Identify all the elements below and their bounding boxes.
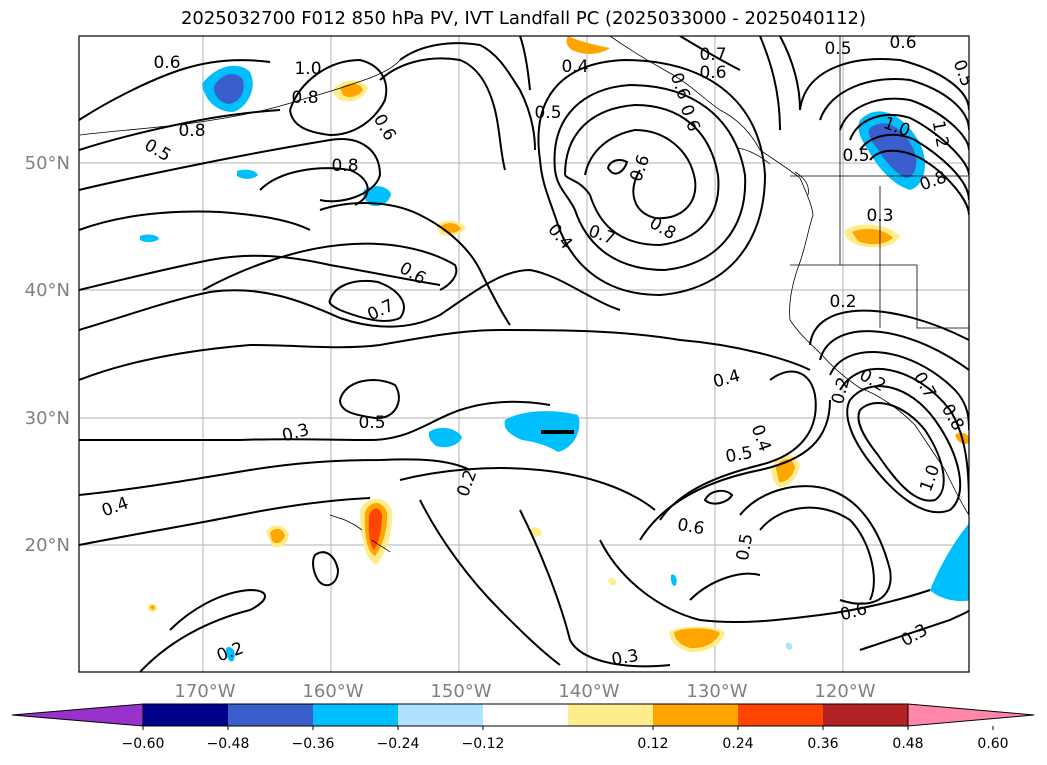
contour-label: 0.6 bbox=[699, 63, 726, 83]
hawaii-islands bbox=[329, 514, 391, 553]
colorbar-cell bbox=[568, 704, 653, 726]
contour-label: 1.0 bbox=[294, 59, 321, 79]
contour-label: 0.5 bbox=[724, 443, 754, 467]
lon-tick-labels: 170°W 160°W 150°W 140°W 130°W 120°W bbox=[174, 681, 875, 702]
contour-label: 0.5 bbox=[824, 39, 851, 59]
colorbar-tick-label: 0.24 bbox=[722, 736, 753, 752]
colorbar-tick-label: −0.48 bbox=[207, 736, 250, 752]
colorbar-cell bbox=[823, 704, 908, 726]
colorbar-tick-label: −0.24 bbox=[377, 736, 420, 752]
colorbar-frame bbox=[142, 703, 909, 727]
north-america-coast bbox=[609, 36, 969, 516]
colorbar-cell bbox=[228, 704, 313, 726]
coastlines bbox=[79, 36, 969, 553]
lon-tick-label: 150°W bbox=[430, 681, 491, 702]
contour-label: 0.6 bbox=[676, 515, 706, 539]
contour-label: 0.7 bbox=[699, 45, 726, 65]
contour-label: 0.2 bbox=[829, 292, 856, 312]
colorbar-cell bbox=[398, 704, 483, 726]
colorbar-tick-label: −0.60 bbox=[122, 736, 165, 752]
contour-label: 0.5 bbox=[733, 532, 757, 562]
lat-tick-label: 50°N bbox=[25, 153, 70, 174]
contour-label: 0.3 bbox=[610, 646, 640, 670]
contour-label: 0.8 bbox=[178, 121, 205, 141]
orange-region-alaska bbox=[566, 36, 610, 54]
lon-tick-label: 170°W bbox=[174, 681, 235, 702]
colorbar-tick-label: 0.60 bbox=[977, 736, 1008, 752]
lon-tick-label: 120°W bbox=[814, 681, 875, 702]
contour-label: 0.5 bbox=[842, 146, 869, 166]
colorbar-cell bbox=[738, 704, 823, 726]
map-background bbox=[79, 36, 969, 672]
blue-region-mexico bbox=[930, 523, 969, 602]
lat-tick-label: 20°N bbox=[25, 535, 70, 556]
aleutian-islands bbox=[79, 59, 401, 136]
colorbar-tick-label: −0.12 bbox=[462, 736, 505, 752]
lat-tick-label: 40°N bbox=[25, 280, 70, 301]
colorbar: −0.60 −0.48 −0.36 −0.24 −0.12 0.12 0.24 0.36 0.4… bbox=[11, 703, 1035, 752]
colorbar-cell bbox=[483, 704, 568, 726]
map-frame bbox=[78, 35, 970, 673]
lat-tick-labels: 50°N 40°N 30°N 20°N bbox=[25, 153, 70, 556]
map-title: 2025032700 F012 850 hPa PV, IVT Landfall… bbox=[180, 8, 867, 29]
colorbar-tick-label: −0.36 bbox=[292, 736, 335, 752]
contour-label: 0.6 bbox=[153, 53, 180, 73]
lon-tick-label: 140°W bbox=[558, 681, 619, 702]
contour-label: 0.5 bbox=[358, 413, 385, 433]
colorbar-cell bbox=[143, 704, 228, 726]
contour-label: 0.4 bbox=[561, 57, 588, 77]
colorbar-cell bbox=[653, 704, 738, 726]
lon-tick-label: 130°W bbox=[686, 681, 747, 702]
lat-tick-label: 30°N bbox=[25, 408, 70, 429]
lon-tick-label: 160°W bbox=[302, 681, 363, 702]
colorbar-cell bbox=[313, 704, 398, 726]
map-panel: 0.6 1.0 0.8 0.4 0.7 0.6 0.5 0.6 0.6 0.8 … bbox=[78, 33, 970, 673]
colorbar-tick-label: 0.36 bbox=[807, 736, 838, 752]
colorbar-extend-max bbox=[907, 703, 1035, 727]
contour-label: 0.8 bbox=[331, 156, 358, 176]
colorbar-tick-label: 0.48 bbox=[892, 736, 923, 752]
contour-label: 0.3 bbox=[866, 206, 893, 226]
contour-lines bbox=[79, 36, 969, 672]
colorbar-tick-label: 0.12 bbox=[637, 736, 668, 752]
contour-label: 0.8 bbox=[291, 88, 318, 108]
contour-label: 0.5 bbox=[534, 103, 561, 123]
contour-label: 0.6 bbox=[889, 33, 916, 53]
contour-label: 1.2 bbox=[928, 119, 952, 149]
colorbar-extend-min bbox=[11, 703, 144, 727]
